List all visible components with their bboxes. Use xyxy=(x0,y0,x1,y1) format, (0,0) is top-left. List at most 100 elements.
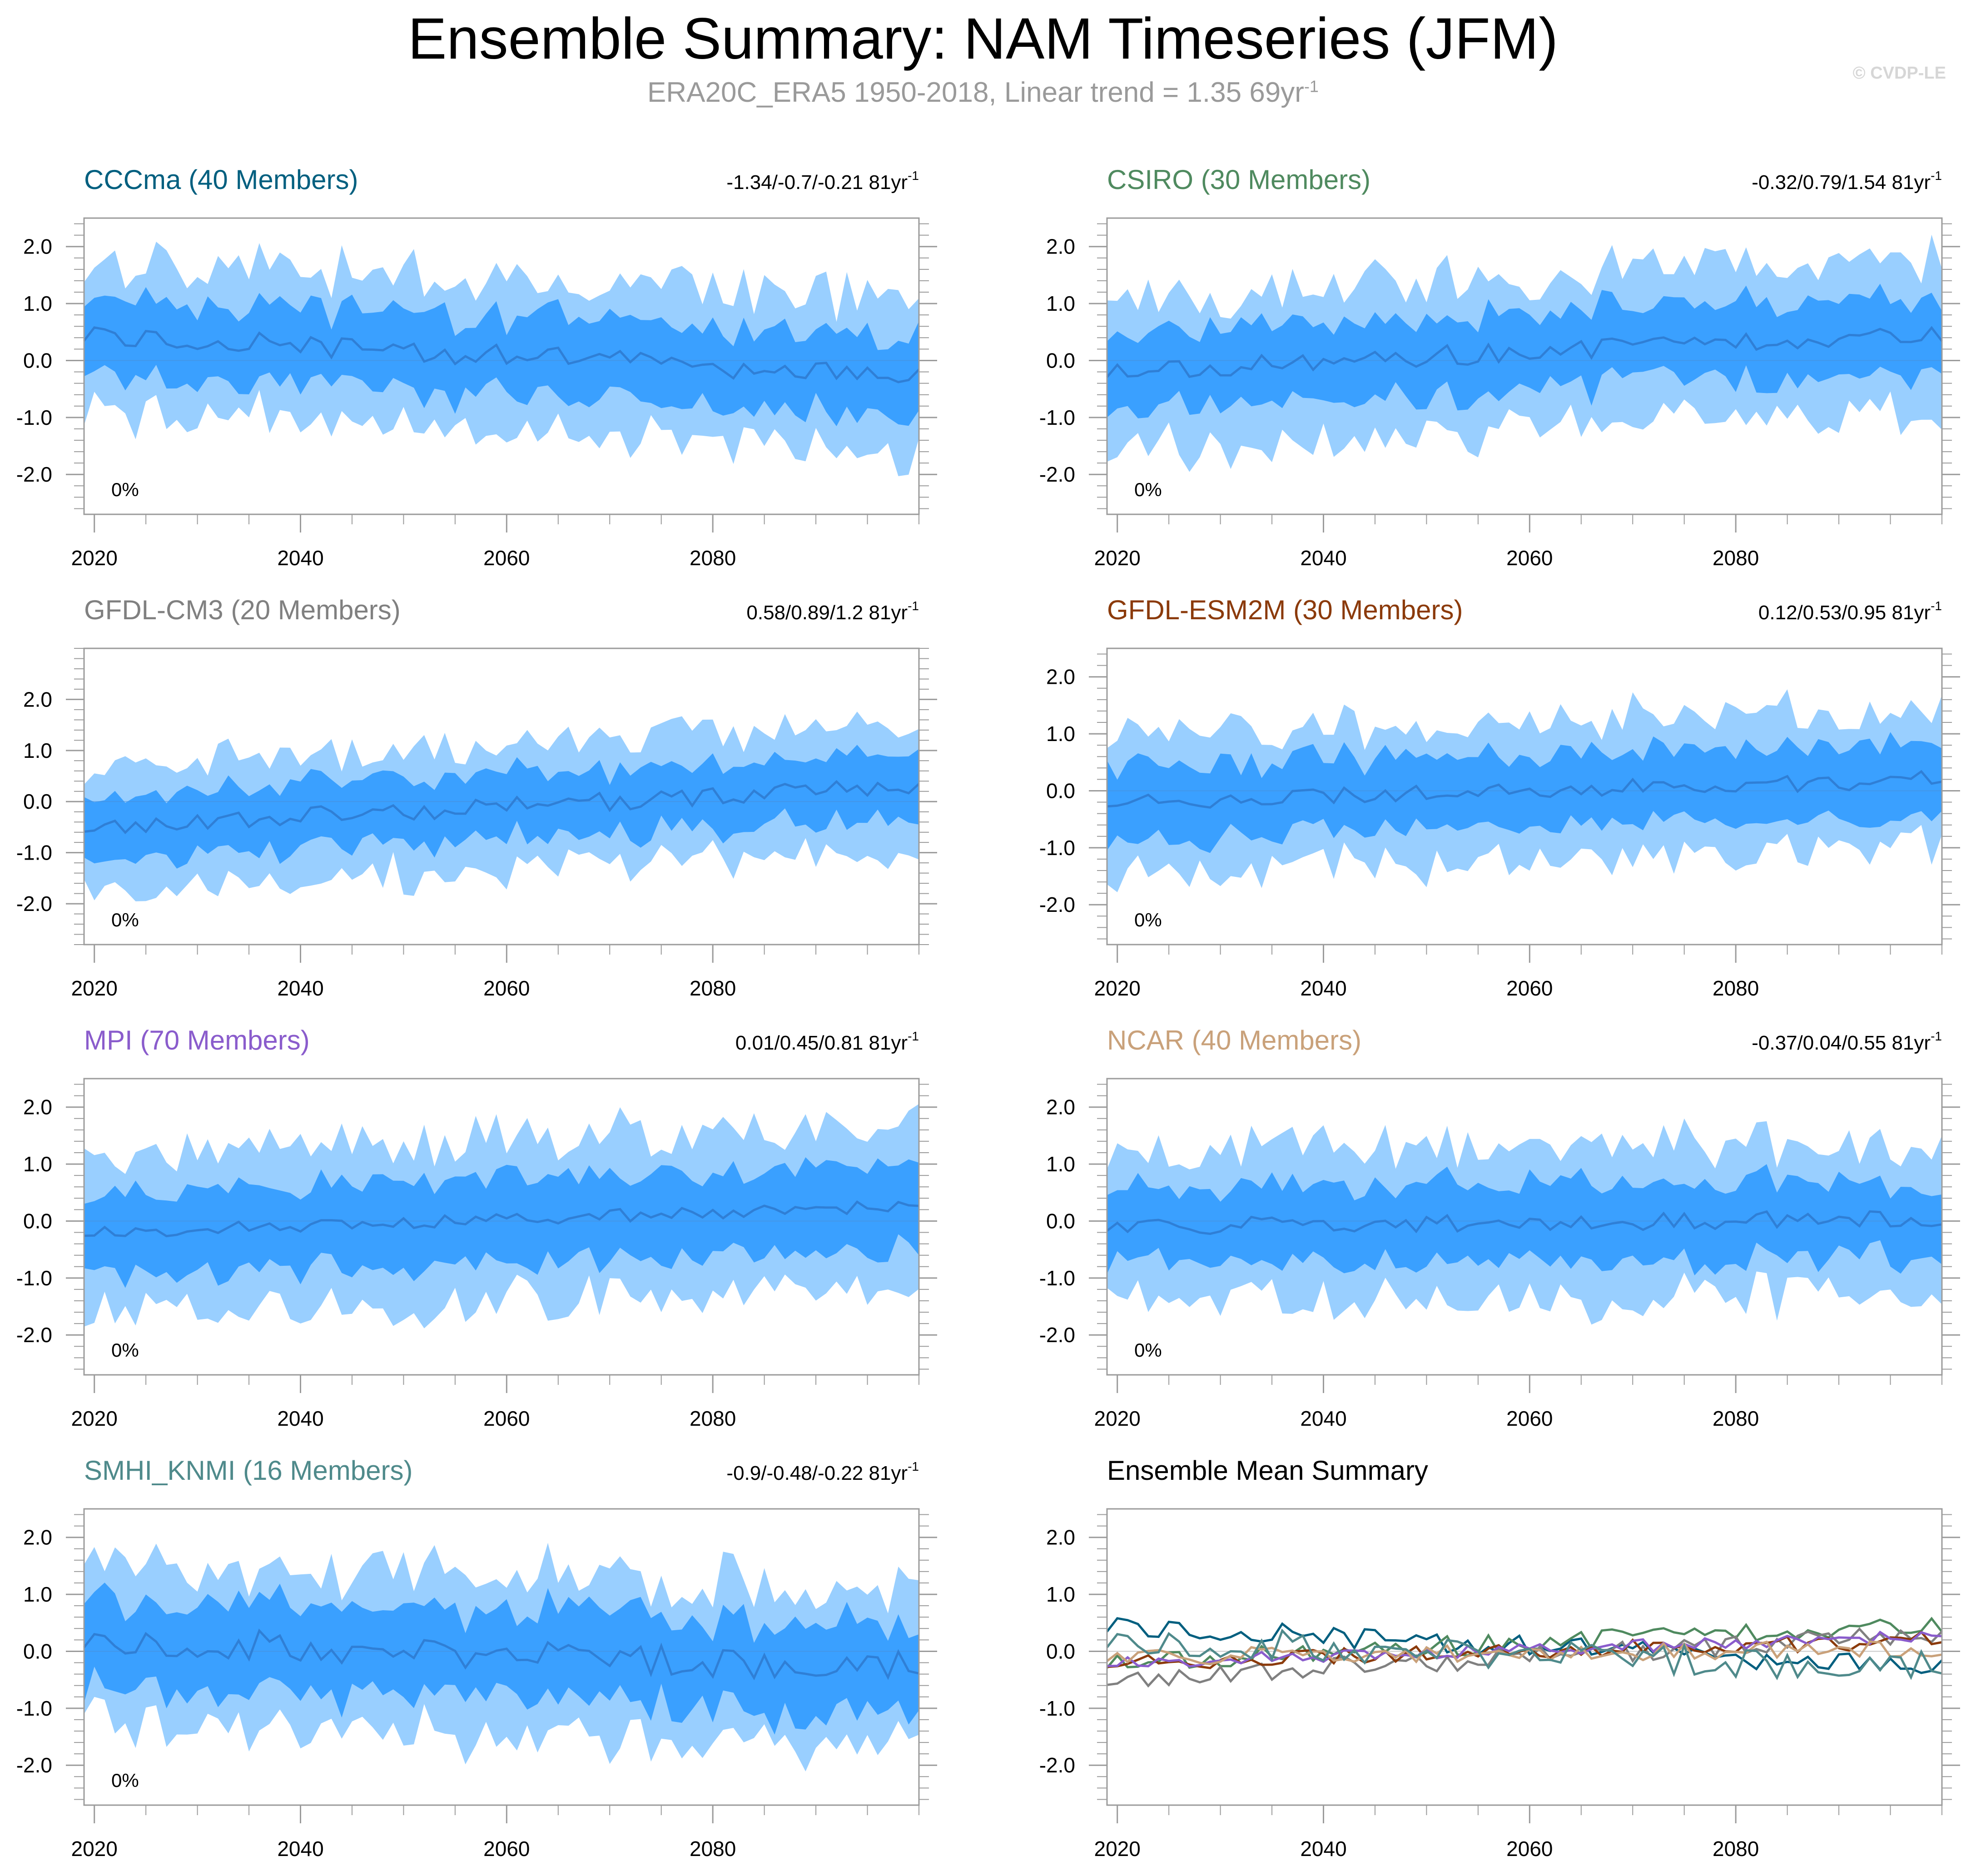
mean-series-line xyxy=(1106,1617,1943,1674)
plot-frame xyxy=(1106,217,1943,515)
y-tick-label: 2.0 xyxy=(23,687,52,711)
panel-title: GFDL-ESM2M (30 Members) xyxy=(1107,595,1463,625)
panel-title: CSIRO (30 Members) xyxy=(1107,164,1370,195)
inner-range-band xyxy=(84,1582,919,1735)
x-tick-label: 2080 xyxy=(1713,976,1759,1000)
x-tick-label: 2040 xyxy=(1300,1837,1346,1861)
x-tick-label: 2080 xyxy=(690,1407,736,1430)
y-tick-label: 0.0 xyxy=(23,790,52,813)
y-tick-label: -1.0 xyxy=(1039,406,1075,429)
x-tick-label: 2080 xyxy=(1713,1837,1759,1861)
y-tick-label: -2.0 xyxy=(1039,893,1075,916)
y-tick-label: -1.0 xyxy=(16,841,52,865)
y-tick-label: 1.0 xyxy=(1046,1152,1075,1176)
panel-6: NCAR (40 Members) -0.37/0.04/0.55 81yr-1 0… xyxy=(1039,1025,1960,1430)
ensemble-mean-line xyxy=(1107,770,1942,809)
panel-8: Ensemble Mean Summary 2.0 1.0 0.0 -1.0 -2.0 20… xyxy=(1039,1455,1960,1861)
x-tick-label: 2020 xyxy=(1094,1837,1141,1861)
trend-value: -0.37/0.04/0.55 81yr xyxy=(1752,1032,1931,1054)
x-tick-label: 2020 xyxy=(1094,1407,1141,1430)
trend-value: 0.58/0.89/1.2 81yr xyxy=(746,602,908,624)
mean-series-line xyxy=(1107,1627,1943,1688)
y-tick-label: 2.0 xyxy=(23,235,52,259)
mean-series-line xyxy=(1106,1628,1942,1681)
y-tick-label: 1.0 xyxy=(1046,1582,1075,1606)
trend-superscript: -1 xyxy=(908,169,919,183)
y-tick-label: -2.0 xyxy=(16,1753,52,1777)
x-tick-label: 2060 xyxy=(1506,1407,1553,1430)
trend-superscript: -1 xyxy=(1931,599,1942,613)
x-tick-label: 2020 xyxy=(71,546,118,570)
y-tick-label: -1.0 xyxy=(16,1697,52,1720)
trend-label: 0.01/0.45/0.81 81yr-1 xyxy=(735,1029,919,1054)
x-tick-label: 2020 xyxy=(1094,546,1141,570)
percent-label: 0% xyxy=(1134,909,1162,931)
x-tick-label: 2020 xyxy=(1094,976,1141,1000)
mean-series-line xyxy=(1106,1640,1942,1666)
y-tick-label: -1.0 xyxy=(1039,836,1075,860)
y-tick-label: 1.0 xyxy=(1046,292,1075,315)
plot-frame xyxy=(1106,1078,1943,1376)
x-tick-label: 2080 xyxy=(1713,1407,1759,1430)
x-tick-label: 2040 xyxy=(277,976,323,1000)
x-tick-label: 2040 xyxy=(277,1407,323,1430)
y-tick-label: 2.0 xyxy=(23,1095,52,1119)
x-tick-label: 2060 xyxy=(483,976,530,1000)
subtitle-text: ERA20C_ERA5 1950-2018, Linear trend = 1.… xyxy=(647,77,1304,108)
x-tick-label: 2020 xyxy=(71,976,118,1000)
y-tick-label: 1.0 xyxy=(1046,722,1075,746)
x-tick-label: 2080 xyxy=(690,1837,736,1861)
trend-superscript: -1 xyxy=(908,599,919,613)
percent-label: 0% xyxy=(1134,479,1162,500)
inner-range-band xyxy=(84,1157,919,1288)
inner-range-band xyxy=(1107,732,1942,853)
inner-range-band xyxy=(1107,1164,1942,1276)
y-tick-label: 1.0 xyxy=(23,292,52,315)
y-tick-label: -2.0 xyxy=(16,463,52,486)
y-tick-label: -1.0 xyxy=(16,1266,52,1290)
trend-value: -0.9/-0.48/-0.22 81yr xyxy=(726,1462,908,1484)
panel-title: Ensemble Mean Summary xyxy=(1107,1455,1428,1486)
y-tick-label: 2.0 xyxy=(1046,1095,1075,1119)
watermark: © CVDP-LE xyxy=(1852,64,1946,83)
x-tick-label: 2060 xyxy=(1506,1837,1553,1861)
plot-frame xyxy=(1106,647,1943,945)
trend-value: -1.34/-0.7/-0.21 81yr xyxy=(726,171,908,194)
y-tick-label: 0.0 xyxy=(23,1209,52,1233)
y-tick-label: -2.0 xyxy=(1039,1323,1075,1347)
ensemble-mean-line xyxy=(1106,326,1943,378)
y-tick-label: -2.0 xyxy=(16,1323,52,1347)
plot-frame xyxy=(83,217,920,515)
trend-label: -0.32/0.79/1.54 81yr-1 xyxy=(1752,169,1942,194)
panel-title: SMHI_KNMI (16 Members) xyxy=(84,1455,412,1486)
y-tick-label: -1.0 xyxy=(1039,1697,1075,1720)
panel-title: NCAR (40 Members) xyxy=(1107,1025,1361,1055)
trend-label: -0.37/0.04/0.55 81yr-1 xyxy=(1752,1029,1942,1054)
ensemble-mean-line xyxy=(83,1628,919,1681)
x-tick-label: 2040 xyxy=(277,1837,323,1861)
inner-range-band xyxy=(1107,284,1942,418)
percent-label: 0% xyxy=(111,479,139,500)
x-tick-label: 2060 xyxy=(483,1407,530,1430)
panel-5: MPI (70 Members) 0.01/0.45/0.81 81yr-1 0% 2… xyxy=(16,1025,937,1430)
x-tick-label: 2060 xyxy=(483,1837,530,1861)
panel-3: GFDL-CM3 (20 Members) 0.58/0.89/1.2 81yr-… xyxy=(16,595,937,1000)
panel-2: CSIRO (30 Members) -0.32/0.79/1.54 81yr-1… xyxy=(1039,164,1960,570)
y-tick-label: 0.0 xyxy=(1046,348,1075,372)
x-tick-label: 2080 xyxy=(690,546,736,570)
ensemble-mean-line xyxy=(84,780,920,835)
ensemble-mean-line xyxy=(1106,1210,1942,1235)
panel-4: GFDL-ESM2M (30 Members) 0.12/0.53/0.95 81… xyxy=(1039,595,1960,1000)
inner-range-band xyxy=(84,287,919,427)
trend-superscript: -1 xyxy=(908,1459,919,1473)
y-tick-label: -2.0 xyxy=(16,892,52,916)
trend-superscript: -1 xyxy=(1931,1029,1942,1043)
panel-1: CCCma (40 Members) -1.34/-0.7/-0.21 81yr-… xyxy=(16,164,937,570)
y-tick-label: -1.0 xyxy=(16,406,52,429)
trend-value: -0.32/0.79/1.54 81yr xyxy=(1752,171,1931,194)
x-tick-label: 2040 xyxy=(1300,546,1346,570)
x-tick-label: 2040 xyxy=(1300,1407,1346,1430)
percent-label: 0% xyxy=(1134,1339,1162,1361)
page-subtitle: ERA20C_ERA5 1950-2018, Linear trend = 1.… xyxy=(0,76,1966,109)
y-tick-label: -1.0 xyxy=(1039,1266,1075,1290)
